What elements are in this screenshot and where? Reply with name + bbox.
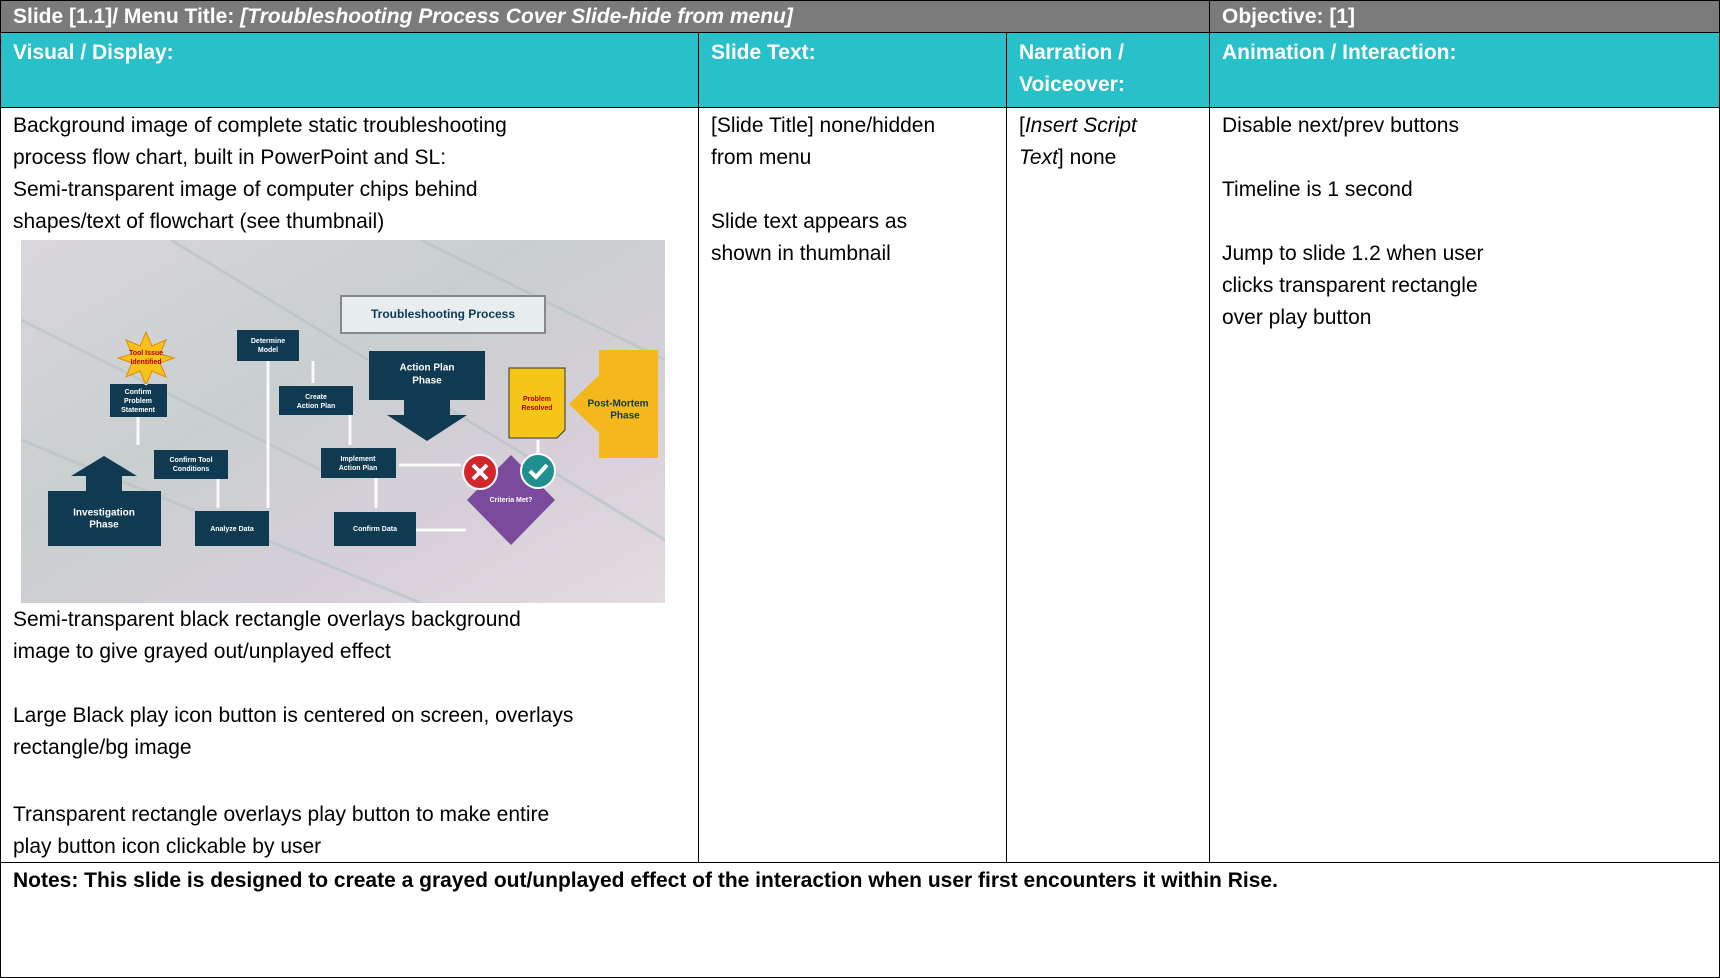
- thumb-label: Tool Issue: [129, 350, 163, 357]
- column-title: Animation / Interaction:: [1222, 41, 1457, 64]
- text-line: over play button: [1222, 306, 1372, 329]
- column-header: Animation / Interaction:: [1209, 32, 1720, 108]
- text-line: process flow chart, built in PowerPoint …: [13, 146, 447, 169]
- visual-cell: Background image of complete static trou…: [0, 107, 699, 863]
- thumbnail: Troubleshooting Process Tool Issue Ident…: [21, 240, 665, 603]
- text-line: shown in thumbnail: [711, 242, 891, 265]
- text-line: Semi-transparent black rectangle overlay…: [13, 608, 521, 631]
- thumb-label: Action Plan: [399, 363, 454, 374]
- column-header: Slide Text:: [698, 32, 1007, 108]
- thumb-label: Model: [258, 347, 278, 354]
- thumb-label: Investigation: [73, 508, 135, 519]
- thumb-title: Troubleshooting Process: [371, 307, 515, 321]
- text-line: Jump to slide 1.2 when user: [1222, 242, 1484, 265]
- objective: Objective: [1]: [1222, 5, 1356, 28]
- thumb-label: Action Plan: [339, 465, 378, 472]
- text-line: shapes/text of flowchart (see thumbnail): [13, 210, 385, 233]
- notes: Notes: This slide is designed to create …: [13, 869, 1278, 892]
- column-header: Narration / Voiceover:: [1006, 32, 1210, 108]
- column-title: Visual / Display:: [13, 41, 174, 64]
- text-line: image to give grayed out/unplayed effect: [13, 640, 391, 663]
- column-title: Narration / Voiceover:: [1019, 41, 1125, 96]
- thumb-label: Phase: [412, 376, 442, 387]
- text-line: Semi-transparent image of computer chips…: [13, 178, 478, 201]
- thumb-label: Phase: [89, 520, 119, 531]
- thumb-label: Statement: [121, 407, 156, 414]
- text-line: Background image of complete static trou…: [13, 114, 507, 137]
- title-value: [Troubleshooting Process Cover Slide-hid…: [240, 5, 793, 28]
- thumb-label: Resolved: [521, 405, 552, 412]
- text-run: ] none: [1057, 146, 1117, 169]
- text-run: [: [1019, 114, 1025, 137]
- thumb-label: Problem: [523, 396, 551, 403]
- title-cell: Slide [1.1]/ Menu Title: [Troubleshootin…: [0, 0, 1210, 33]
- text-line: rectangle/bg image: [13, 736, 192, 759]
- thumb-label: Confirm Tool: [169, 457, 212, 464]
- text-line: from menu: [711, 146, 812, 169]
- thumb-label: Criteria Met?: [490, 497, 533, 504]
- column-header: Visual / Display:: [0, 32, 699, 108]
- text-line: [Slide Title] none/hidden: [711, 114, 936, 137]
- slide-text-cell: [Slide Title] none/hidden from menu Slid…: [698, 107, 1007, 863]
- text-run: Text: [1019, 146, 1058, 169]
- thumb-label: Determine: [251, 338, 285, 345]
- narration-cell: [Insert Script Text] none: [1006, 107, 1210, 863]
- thumb-label: Identified: [130, 359, 161, 366]
- title-label: Slide [1.1]/ Menu Title:: [13, 5, 235, 28]
- text-line: Large Black play icon button is centered…: [13, 704, 574, 727]
- thumb-label: Post-Mortem: [587, 399, 648, 410]
- notes-cell: Notes: This slide is designed to create …: [0, 862, 1720, 978]
- thumb-label: Conditions: [173, 466, 210, 473]
- objective-cell: Objective: [1]: [1209, 0, 1720, 33]
- animation-cell: Disable next/prev buttons Timeline is 1 …: [1209, 107, 1720, 863]
- text-line: Slide text appears as: [711, 210, 908, 233]
- thumb-label: Problem: [124, 398, 152, 405]
- thumb-label: Confirm Data: [353, 526, 397, 533]
- text-line: Timeline is 1 second: [1222, 178, 1413, 201]
- thumb-label: Action Plan: [297, 403, 336, 410]
- thumb-label: Create: [305, 394, 327, 401]
- thumb-label: Implement: [340, 456, 376, 463]
- thumb-label: Analyze Data: [210, 526, 254, 533]
- column-title: Slide Text:: [711, 41, 816, 64]
- text-line: Transparent rectangle overlays play butt…: [13, 803, 550, 826]
- text-line: Disable next/prev buttons: [1222, 114, 1459, 137]
- thumb-label: Confirm: [125, 389, 152, 396]
- text-line: clicks transparent rectangle: [1222, 274, 1478, 297]
- thumb-label: Phase: [610, 411, 640, 422]
- text-line: play button icon clickable by user: [13, 835, 322, 858]
- text-run: Insert Script: [1024, 114, 1137, 137]
